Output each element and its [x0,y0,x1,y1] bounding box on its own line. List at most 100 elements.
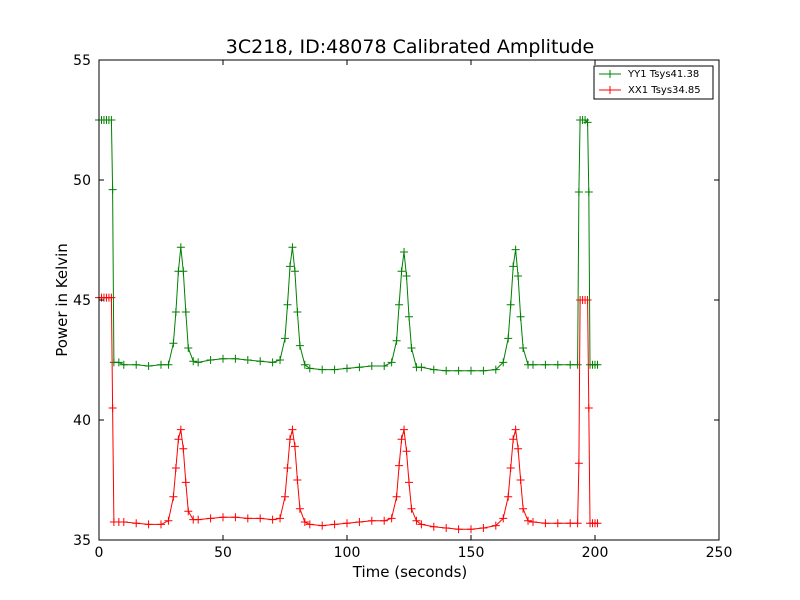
data-point [164,360,173,369]
data-point [305,520,314,529]
data-point [566,519,575,528]
data-point [387,358,396,367]
data-point [285,435,294,444]
data-point [407,504,416,513]
data-point [283,464,292,472]
y-tick-label: 45 [73,293,91,309]
data-point [300,518,309,526]
data-point [157,360,165,369]
data-point [285,262,294,271]
data-point [583,118,592,127]
data-point [553,360,562,369]
data-point [573,519,582,528]
x-tick-label: 50 [214,545,232,561]
data-point [144,362,153,370]
data-point [519,344,528,352]
data-point [367,516,376,525]
legend-label-yy1: YY1 Tsys41.38 [627,69,699,80]
data-point [231,354,240,363]
data-point [380,362,389,370]
data-point [276,356,285,364]
data-point [189,357,198,366]
data-point [318,365,327,374]
data-point [290,442,299,451]
data-point [281,334,289,343]
data-point [491,365,500,374]
data-point [157,520,165,529]
data-point [174,435,183,444]
data-point [442,366,451,375]
data-point [479,366,488,375]
data-point [593,519,602,528]
data-point [243,514,252,523]
data-point [219,354,227,363]
x-tick-label: 0 [95,545,104,561]
legend-box [593,65,714,100]
data-point [400,425,409,434]
data-point [107,116,116,124]
data-point [171,308,180,316]
data-point [402,447,411,456]
data-point [132,360,141,369]
data-point [343,519,351,528]
data-point [164,516,173,525]
x-tick-label: 150 [458,545,485,561]
legend-marker-yy1 [606,70,614,78]
data-point [553,519,562,528]
x-tick-label: 100 [334,545,361,561]
data-point [367,362,376,370]
data-point [504,334,513,343]
data-point [583,296,592,304]
data-point [355,518,364,526]
data-point [276,514,285,523]
data-point [256,357,265,366]
data-point [206,514,215,523]
data-point [504,492,513,501]
data-point [295,504,304,513]
data-point [318,521,327,530]
data-point [281,492,289,501]
data-point [300,360,309,369]
data-point [343,364,351,373]
data-point [506,464,515,472]
data-point [179,444,188,453]
data-point [511,425,520,434]
data-point [293,308,302,316]
data-point [288,243,297,252]
data-point [467,525,475,534]
x-tick-label: 200 [582,545,609,561]
data-point [268,358,277,367]
series-yy1 [95,116,602,375]
y-axis-label: Power in Kelvin [53,243,71,357]
data-point [119,518,128,526]
legend-entry-yy1: YY1 Tsys41.38 [599,69,699,80]
data-point [176,425,185,434]
data-point [219,513,227,522]
data-point [454,525,463,534]
data-point [107,293,116,302]
data-point [243,356,252,364]
data-point [509,262,518,271]
tick-layer: 0 50 100 150 200 250 35 40 45 50 55 [73,53,732,561]
data-point [283,300,292,309]
legend-label-xx1: XX1 Tsys34.85 [628,85,701,96]
data-point [144,520,153,529]
data-point [355,363,364,372]
data-point [330,520,339,529]
data-point [169,339,178,348]
data-point [499,358,508,367]
data-point [288,425,297,434]
data-point [293,476,302,484]
data-point [514,272,523,280]
data-point [380,516,389,525]
data-point [491,521,500,530]
data-point [541,360,550,369]
data-point [593,360,602,369]
data-point [514,444,523,453]
x-axis-label: Time (seconds) [352,563,468,581]
chart-title: 3C218, ID:48078 Calibrated Amplitude [226,36,594,58]
data-point [574,188,583,196]
data-point [119,360,128,369]
data-point [194,358,203,367]
data-point [566,360,575,369]
